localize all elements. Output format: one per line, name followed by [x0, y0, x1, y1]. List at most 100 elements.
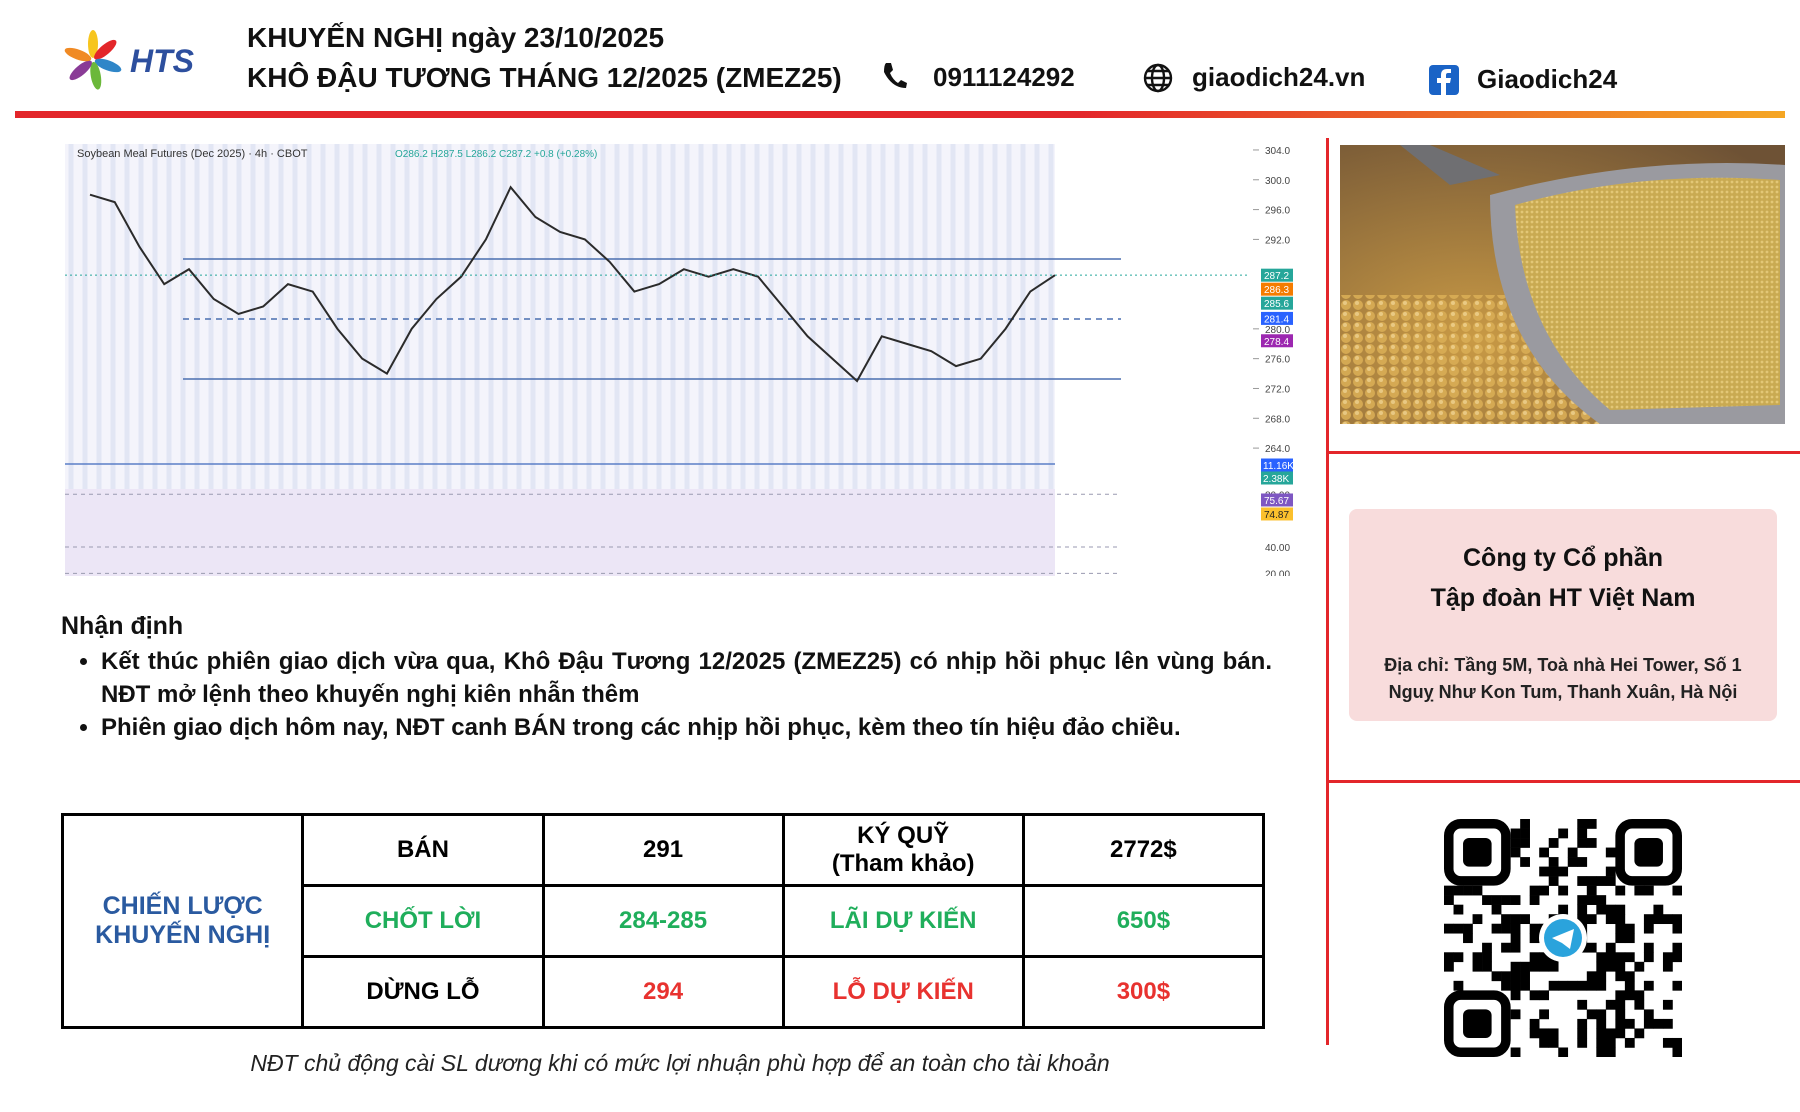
qr-module — [1624, 1037, 1635, 1048]
qr-module — [1615, 990, 1626, 1001]
qr-module — [1615, 1018, 1626, 1029]
qr-module — [1520, 971, 1530, 982]
qr-module — [1577, 1018, 1588, 1029]
analysis-heading: Nhận định — [61, 612, 184, 640]
qr-module — [1672, 980, 1682, 991]
qr-module — [1643, 1018, 1654, 1029]
price-label-box — [1261, 334, 1293, 348]
qr-module — [1624, 980, 1635, 991]
qr-module — [1662, 952, 1673, 963]
qr-module — [1605, 1047, 1616, 1057]
qr-module — [1444, 895, 1454, 905]
qr-module — [1472, 914, 1483, 925]
qr-finder — [1463, 1009, 1492, 1038]
qr-module — [1634, 961, 1645, 972]
qr-module — [1491, 971, 1502, 982]
qr-module — [1510, 980, 1521, 991]
qr-module — [1577, 828, 1588, 839]
y-tick-label: 40.00 — [1265, 543, 1290, 554]
qr-module — [1520, 961, 1530, 972]
qr-module — [1605, 1028, 1616, 1039]
table-label: CHIẾN LƯỢC KHUYẾN NGHỊ — [60, 813, 305, 1029]
price-line — [89, 185, 1056, 383]
qr-module — [1444, 952, 1454, 963]
qr-module — [1520, 828, 1530, 839]
qr-module — [1520, 857, 1530, 867]
price-chart: Soybean Meal Futures (Dec 2025) · 4h · C… — [65, 144, 1294, 576]
qr-module — [1577, 876, 1588, 886]
qr-module — [1577, 980, 1588, 991]
qr-module — [1520, 838, 1530, 848]
qr-module — [1577, 1037, 1588, 1048]
qr-module — [1548, 857, 1559, 867]
qr-module — [1586, 838, 1597, 848]
qr-module — [1596, 1037, 1607, 1048]
qr-module — [1605, 942, 1616, 953]
qr-module — [1586, 971, 1597, 982]
table-cell: LÃI DỰ KIẾN — [781, 884, 1025, 958]
qr-module — [1558, 828, 1569, 839]
table-cell: LỖ DỰ KIẾN — [781, 955, 1025, 1029]
qr-module — [1501, 971, 1511, 982]
qr-finder — [1634, 838, 1663, 867]
volume-label-box — [1261, 471, 1293, 485]
qr-module — [1577, 904, 1588, 915]
rsi-label-box — [1261, 493, 1293, 507]
company-address: Địa chỉ: Tầng 5M, Toà nhà Hei Tower, Số … — [1384, 655, 1742, 675]
qr-module — [1529, 1028, 1540, 1039]
chart-title: Soybean Meal Futures (Dec 2025) · 4h · C… — [77, 148, 308, 160]
qr-module — [1643, 923, 1654, 934]
price-label: 281.4 — [1264, 314, 1289, 325]
qr-module — [1558, 1047, 1569, 1057]
divider — [1326, 451, 1800, 454]
qr-module — [1596, 1047, 1607, 1057]
qr-module — [1653, 914, 1664, 925]
qr-module — [1615, 904, 1626, 915]
table-cell: CHỐT LỜI — [301, 884, 545, 958]
qr-module — [1501, 942, 1511, 953]
qr-module — [1586, 895, 1597, 905]
y-tick-label: 20.00 — [1265, 569, 1290, 576]
qr-module — [1577, 857, 1588, 867]
qr-module — [1615, 999, 1626, 1010]
qr-module — [1539, 885, 1550, 896]
table-cell: DỪNG LỖ — [301, 955, 545, 1029]
volume-label-box — [1261, 458, 1293, 472]
qr-module — [1510, 933, 1521, 944]
qr-module — [1548, 961, 1559, 972]
qr-module — [1577, 838, 1588, 848]
qr-module — [1510, 847, 1521, 858]
qr-module — [1529, 933, 1540, 944]
qr-module — [1491, 895, 1502, 905]
qr-module — [1548, 866, 1559, 877]
qr-module — [1596, 980, 1607, 991]
qr-module — [1586, 942, 1597, 953]
qr-module — [1672, 885, 1682, 896]
qr-module — [1539, 1028, 1550, 1039]
qr-code — [1444, 819, 1682, 1057]
qr-module — [1596, 971, 1607, 982]
table-cell: 291 — [541, 813, 785, 887]
qr-module — [1624, 971, 1635, 982]
qr-module — [1662, 914, 1673, 925]
qr-module — [1529, 885, 1540, 896]
qr-module — [1605, 961, 1616, 972]
qr-module — [1577, 895, 1588, 905]
qr-module — [1624, 952, 1635, 963]
qr-module — [1548, 1028, 1559, 1039]
title-line1: KHUYẾN NGHỊ ngày 23/10/2025 — [247, 22, 665, 53]
qr-module — [1634, 990, 1645, 1001]
company-name: Tập đoàn HT Việt Nam — [1430, 584, 1696, 612]
table-cell: 650$ — [1021, 884, 1266, 958]
qr-module — [1672, 942, 1682, 953]
qr-module — [1615, 1028, 1626, 1039]
qr-module — [1615, 971, 1626, 982]
qr-module — [1539, 1037, 1550, 1048]
qr-module — [1605, 952, 1616, 963]
qr-module — [1615, 933, 1626, 944]
qr-module — [1615, 952, 1626, 963]
qr-module — [1510, 990, 1521, 1001]
price-label-box — [1261, 268, 1293, 282]
qr-module — [1672, 1037, 1682, 1048]
